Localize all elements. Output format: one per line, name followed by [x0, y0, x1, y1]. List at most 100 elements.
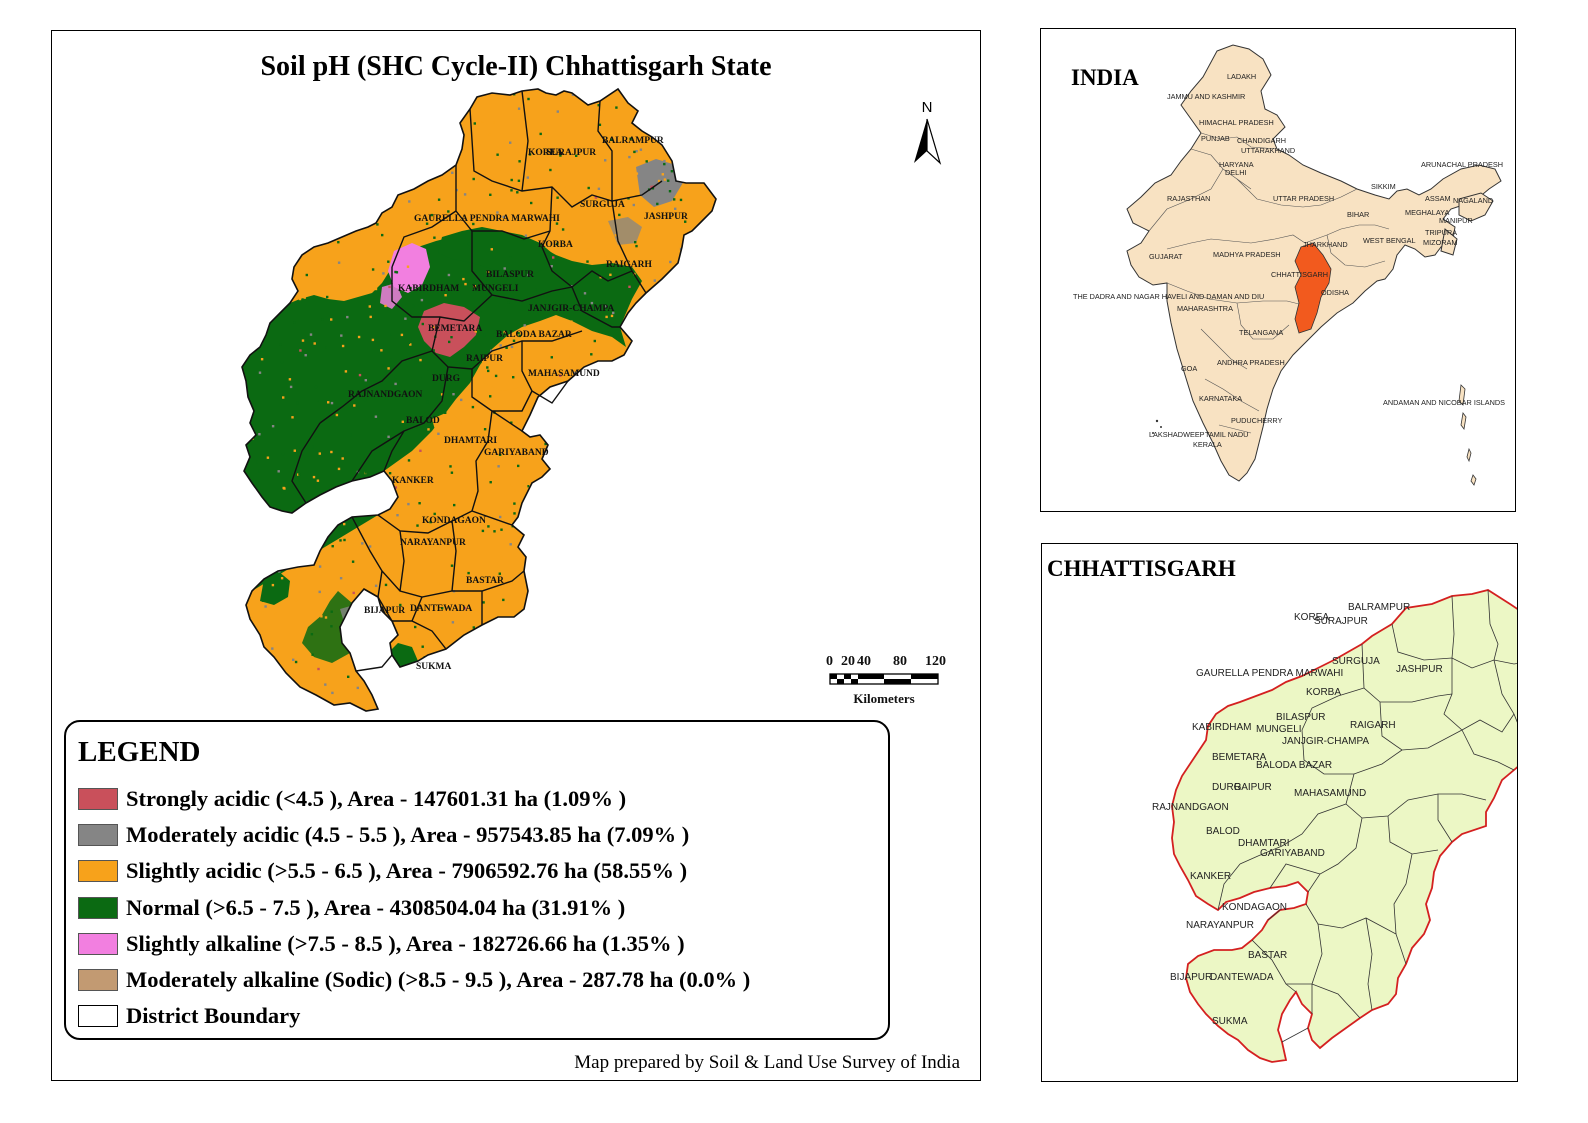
speckle-pixel [692, 445, 695, 448]
speckle-pixel [364, 379, 367, 382]
speckle-pixel [681, 152, 684, 155]
speckle-pixel [451, 171, 454, 174]
speckle-pixel [387, 435, 390, 438]
speckle-pixel [635, 244, 638, 248]
speckle-pixel [359, 233, 363, 236]
speckle-pixel [629, 137, 632, 140]
speckle-pixel [422, 147, 425, 151]
speckle-pixel [479, 311, 482, 314]
speckle-pixel [407, 459, 411, 462]
speckle-pixel [545, 180, 548, 183]
cg-label: KABIRDHAM [1192, 722, 1251, 733]
speckle-pixel [317, 667, 320, 671]
speckle-pixel [312, 475, 316, 479]
speckle-pixel [714, 368, 716, 371]
state-label: TRIPURA [1425, 228, 1457, 237]
speckle-pixel [392, 93, 396, 96]
speckle-pixel [716, 663, 718, 665]
speckle-pixel [713, 298, 716, 302]
cg-district-boundaries [1217, 589, 1517, 1043]
speckle-pixel [530, 539, 533, 543]
speckle-pixel [579, 511, 583, 514]
speckle-pixel [483, 333, 486, 337]
speckle-pixel [343, 522, 346, 526]
speckle-pixel [690, 594, 694, 597]
speckle-pixel [524, 615, 527, 618]
speckle-pixel [435, 397, 438, 401]
district-label-raigarh: RAIGARH [606, 260, 653, 270]
speckle-pixel [586, 698, 589, 702]
district-label-narayanpur: NARAYANPUR [400, 538, 466, 548]
speckle-pixel [347, 189, 350, 192]
state-label: WEST BENGAL [1363, 236, 1416, 245]
speckle-pixel [549, 168, 552, 172]
cg-label: RAJNANDGAON [1152, 802, 1229, 813]
speckle-pixel [669, 566, 672, 570]
speckle-pixel [651, 208, 654, 211]
speckle-pixel [442, 99, 446, 103]
speckle-pixel [381, 501, 385, 504]
speckle-pixel [479, 641, 483, 644]
speckle-pixel [651, 448, 654, 451]
speckle-pixel [597, 104, 600, 107]
speckle-pixel [271, 425, 275, 428]
speckle-pixel [604, 159, 607, 162]
speckle-pixel [395, 119, 398, 123]
speckle-pixel [591, 702, 595, 705]
speckle-pixel [435, 654, 438, 657]
speckle-pixel [251, 656, 255, 660]
cg-label: DANTEWADA [1210, 972, 1274, 983]
speckle-pixel [665, 625, 669, 628]
speckle-pixel [387, 260, 390, 263]
speckle-pixel [678, 371, 681, 375]
district-label-jashpur: JASHPUR [644, 212, 688, 222]
speckle-pixel [527, 273, 530, 277]
cg-label: MUNGELI [1256, 724, 1302, 735]
speckle-pixel [485, 680, 488, 683]
speckle-pixel [520, 690, 523, 694]
speckle-pixel [534, 141, 537, 144]
speckle-pixel [519, 656, 522, 659]
speckle-pixel [624, 567, 627, 571]
speckle-pixel [631, 479, 635, 483]
speckle-pixel [688, 93, 691, 96]
cg-label: GARIYABAND [1260, 848, 1325, 859]
map-title: Soil pH (SHC Cycle-II) Chhattisgarh Stat… [260, 51, 772, 82]
speckle-pixel [347, 170, 350, 173]
state-label: KERALA [1193, 440, 1222, 449]
speckle-pixel [590, 353, 593, 356]
speckle-pixel [324, 616, 328, 619]
legend-box: LEGEND Strongly acidic (<4.5 ), Area - 1… [64, 720, 890, 1040]
cg-label: DHAMTARI [1238, 838, 1289, 849]
speckle-pixel [669, 506, 672, 509]
speckle-pixel [554, 470, 557, 474]
speckle-pixel [299, 543, 302, 546]
legend-label: Moderately alkaline (Sodic) (>8.5 - 9.5 … [126, 967, 751, 992]
speckle-pixel [278, 253, 282, 256]
state-label: PUDUCHERRY [1231, 416, 1282, 425]
speckle-pixel [330, 318, 333, 321]
speckle-pixel [518, 334, 521, 338]
speckle-pixel [311, 445, 314, 449]
cg-label: SUKMA [1212, 1016, 1248, 1027]
speckle-pixel [494, 374, 498, 378]
speckle-pixel [587, 186, 590, 190]
speckle-pixel [587, 660, 590, 663]
speckle-pixel [375, 98, 379, 101]
speckle-pixel [643, 410, 646, 414]
district-label-bastar: BASTAR [466, 576, 504, 586]
speckle-pixel [485, 478, 489, 481]
legend-item-slightly-acidic: Slightly acidic (>5.5 - 6.5 ), Area - 79… [78, 856, 687, 886]
speckle-pixel [660, 365, 663, 368]
speckle-pixel [566, 404, 570, 407]
speckle-pixel [474, 330, 477, 333]
speckle-pixel [492, 439, 495, 442]
speckle-pixel [539, 165, 542, 168]
speckle-pixel [669, 260, 672, 264]
state-label: MEGHALAYA [1405, 208, 1449, 217]
speckle-pixel [570, 266, 573, 269]
speckle-pixel [584, 443, 587, 446]
speckle-pixel [264, 605, 267, 608]
speckle-pixel [572, 644, 575, 648]
speckle-pixel [513, 502, 516, 505]
